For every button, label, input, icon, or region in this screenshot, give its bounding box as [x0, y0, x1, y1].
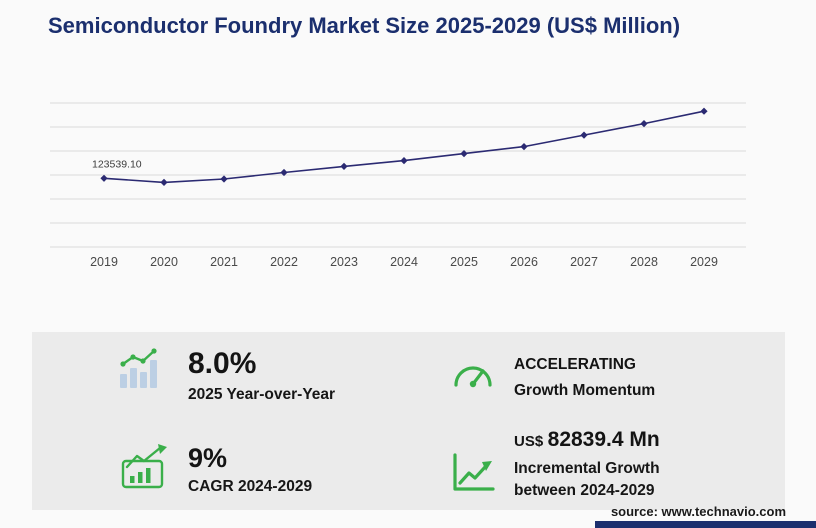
incremental-number: 82839.4 Mn	[547, 428, 660, 451]
incremental-label: Incremental Growth between 2024-2029	[514, 460, 660, 499]
bar-chart-growth-icon	[120, 348, 157, 388]
trend-line	[103, 110, 705, 184]
stat-cagr: 9% CAGR 2024-2029	[120, 444, 312, 496]
x-tick-label: 2029	[690, 255, 718, 269]
yoy-value: 8.0%	[188, 347, 257, 380]
speedometer-icon	[454, 366, 492, 388]
x-tick-label: 2023	[330, 255, 358, 269]
data-point-marker	[700, 107, 708, 115]
cagr-label: CAGR 2024-2029	[188, 478, 313, 496]
x-tick-label: 2021	[210, 255, 238, 269]
x-tick-label: 2028	[630, 255, 658, 269]
momentum-line1: ACCELERATING	[514, 356, 636, 373]
x-tick-label: 2019	[90, 255, 118, 269]
x-tick-label: 2026	[510, 255, 538, 269]
growth-arrow-icon	[453, 453, 495, 491]
data-point-marker	[640, 120, 648, 128]
point-value-label: 123539.10	[92, 158, 142, 170]
x-tick-label: 2025	[450, 255, 478, 269]
x-tick-label: 2027	[570, 255, 598, 269]
data-point-marker	[520, 143, 528, 151]
x-tick-label: 2020	[150, 255, 178, 269]
chart-area: 2019 2020 2021 2022 2023 2024 2025 2026 2027 2028…	[50, 95, 750, 280]
stats-panel: 8.0% 2025 Year-over-Year ACCELERATING Gr…	[32, 332, 785, 510]
stat-yoy: 8.0% 2025 Year-over-Year	[116, 348, 335, 404]
data-point-marker	[280, 168, 288, 177]
data-point-marker	[100, 174, 108, 182]
bottom-accent-bar	[595, 521, 816, 528]
x-tick-label: 2022	[270, 255, 298, 269]
yoy-label: 2025 Year-over-Year	[188, 385, 336, 403]
incremental-value: US$ 82839.4 Mn	[514, 428, 692, 452]
data-point-marker	[340, 162, 348, 170]
market-size-line-chart: 2019 2020 2021 2022 2023 2024 2025 2026 2027 2028…	[50, 102, 746, 269]
cagr-value: 9%	[188, 443, 228, 473]
stat-incremental: US$ 82839.4 Mn Incremental Growth betwee…	[450, 428, 692, 501]
data-point-marker	[160, 178, 168, 186]
incremental-currency: US$	[514, 433, 544, 450]
data-point-marker	[220, 175, 228, 183]
stat-momentum: ACCELERATING Growth Momentum	[450, 352, 655, 405]
x-tick-label: 2024	[390, 255, 418, 269]
data-point-marker	[580, 131, 588, 139]
data-point-marker	[400, 157, 408, 165]
chart-bars-arrow-icon	[121, 444, 167, 489]
source-credit: source: www.technavio.com	[610, 504, 786, 519]
page-title: Semiconductor Foundry Market Size 2025-2…	[48, 13, 681, 38]
momentum-line2: Growth Momentum	[514, 382, 656, 400]
data-point-marker	[460, 150, 468, 158]
